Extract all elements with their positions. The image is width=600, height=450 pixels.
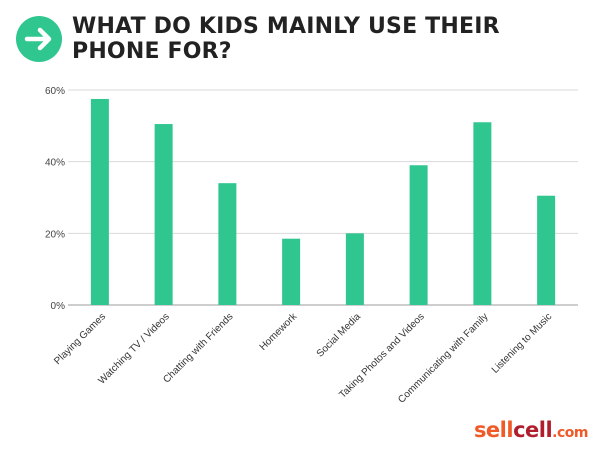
y-tick-label: 60% xyxy=(45,86,65,97)
y-tick-label: 0% xyxy=(51,301,66,312)
bar xyxy=(218,183,236,305)
x-tick-label: Watching TV / Videos xyxy=(96,311,171,386)
infographic: WHAT DO KIDS MAINLY USE THEIR PHONE FOR?… xyxy=(0,0,600,450)
logo-tld: .com xyxy=(552,425,588,441)
logo-cell: cell xyxy=(513,418,552,442)
logo-sell: sell xyxy=(474,418,513,442)
sellcell-logo: sellcell.com xyxy=(474,418,588,445)
bar xyxy=(473,122,491,305)
x-tick-label: Homework xyxy=(258,311,300,353)
y-tick-label: 20% xyxy=(45,229,65,240)
bar xyxy=(537,196,555,305)
bar-chart: 0% 20% 40% 60% Playing GamesWatching TV / Vi… xyxy=(0,0,600,450)
bar xyxy=(410,165,428,305)
x-tick-label: Listening to Music xyxy=(490,311,554,375)
y-tick-label: 40% xyxy=(45,158,65,169)
bar xyxy=(346,233,364,305)
x-tick-label: Chatting with Friends xyxy=(161,311,235,385)
bar xyxy=(155,124,173,305)
bar xyxy=(91,99,109,305)
x-tick-label: Social Media xyxy=(315,311,364,360)
x-tick-label: Playing Games xyxy=(52,311,108,367)
bar xyxy=(282,239,300,305)
